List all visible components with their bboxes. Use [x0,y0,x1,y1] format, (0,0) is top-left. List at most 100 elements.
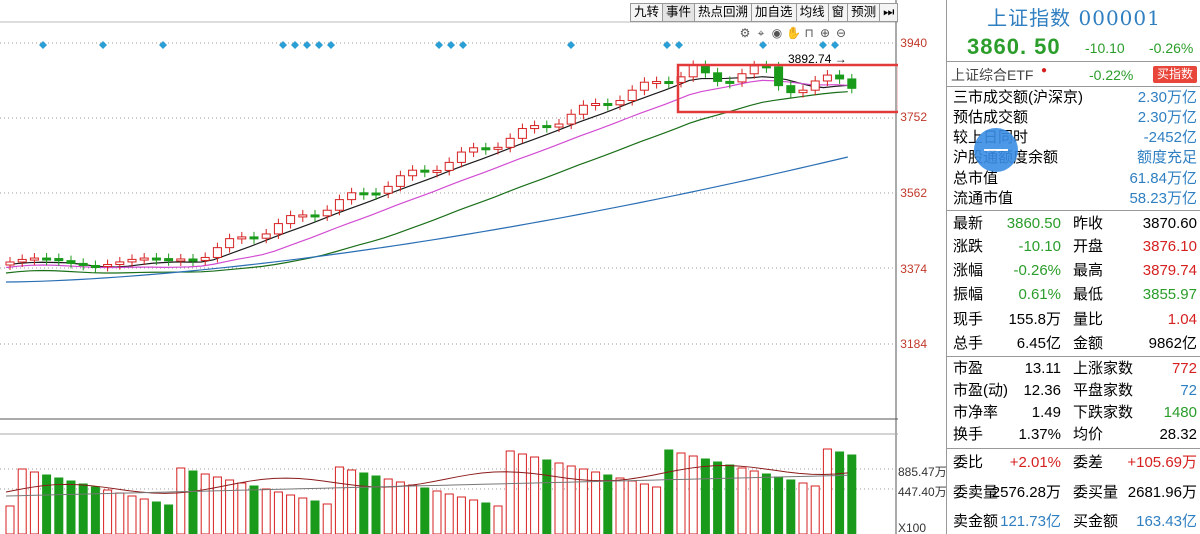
tab-moving-average[interactable]: 均线 [797,4,829,21]
tab-hotspot-review[interactable]: 热点回溯 [695,4,753,21]
candle-body [273,223,283,235]
volume-bar [103,489,113,534]
volume-bar [395,481,405,534]
ma20-line [5,91,848,274]
volume-bar [627,480,637,534]
volume-bar [334,466,344,534]
order-row: 卖金额 121.73亿 买金额 163.43亿 [947,511,1200,533]
kline-chart[interactable]: 3892.74 → [0,0,898,534]
volume-bar [261,488,271,534]
event-marker-icon [819,41,827,49]
volume-bar [225,479,235,534]
candle-body [822,74,832,82]
zoom-out-icon[interactable]: ⊖ [835,26,847,40]
market-value: 12.36 [1023,382,1061,399]
stat-value: 58.23万亿 [1129,190,1197,207]
skip-end-button[interactable]: ⏭ [883,5,895,19]
volume-axis-label: 447.40万 [898,485,947,499]
volume-bar [530,456,540,534]
candle-body [444,161,454,171]
volume-bar [90,486,100,534]
candle-body [554,123,564,128]
volume-bar [481,502,491,534]
ma10-line [5,79,848,269]
hand-icon[interactable]: ✋ [786,26,801,40]
tab-window[interactable]: 窗 [829,4,849,21]
volume-bar [249,485,259,534]
tab-events[interactable]: 事件 [663,4,696,21]
volume-bar [151,501,161,534]
stat-label: 三市成交额(沪深京) [953,89,1083,106]
add-watchlist-button[interactable]: 加自选 [752,4,797,21]
etf-row[interactable]: 上证综合ETF ● -0.22% 买指数 [947,64,1200,86]
candle-body [688,65,698,78]
event-marker-icon [567,41,575,49]
candle-body [310,214,320,218]
candle-body [835,74,845,80]
volume-bar [17,468,27,534]
tab-jiuzhuan[interactable]: 九转 [631,4,664,21]
gear-icon[interactable]: ⚙ [739,26,751,40]
floating-assistant-button[interactable] [974,128,1018,172]
index-price-row: 3860. 50 -10.10 -0.26% [947,32,1200,60]
volume-bar [408,484,418,534]
market-value: 772 [1171,360,1197,377]
quote-row: 涨跌 -10.10 开盘 3876.10 [947,236,1200,258]
candle-body [420,169,430,173]
stat-value: 61.84万亿 [1129,170,1197,187]
move-icon[interactable]: ⌖ [757,26,765,40]
volume-bar [822,448,832,534]
candle-body [66,260,76,264]
volume-bar [383,478,393,534]
candle-body [371,192,381,196]
lock-icon[interactable]: ⊓ [804,26,814,40]
candle-body [17,258,27,263]
quote-label: 涨跌 [953,238,984,255]
volume-bar [188,470,198,534]
quote-label: 量比 [1073,311,1104,328]
volume-bar [298,497,308,534]
candle-body [639,81,649,91]
event-marker-icon [99,41,107,49]
volume-bar [115,492,125,534]
market-row: 市盈 13.11 上涨家数 772 [947,358,1200,380]
volume-bar [78,483,88,534]
market-value: 28.32 [1159,426,1197,443]
volume-bar [688,455,698,534]
candle-body [627,89,637,102]
quote-row: 振幅 0.61% 最低 3855.97 [947,284,1200,306]
volume-bar [420,487,430,534]
quote-label: 总手 [953,335,984,352]
price-axis-label: 3752 [900,110,927,124]
candle-body [261,233,271,239]
volume-bar [371,475,381,534]
candle-body [139,257,149,261]
quote-label: 现手 [953,311,984,328]
event-marker-icon [447,41,455,49]
candle-body [347,192,357,201]
volume-bar [774,476,784,534]
candle-body [286,215,296,225]
volume-bar [664,449,674,534]
quote-label: 最低 [1073,286,1104,303]
volume-bar [42,474,52,534]
zoom-in-icon[interactable]: ⊕ [819,26,831,40]
candle-body [737,73,747,83]
candle-body [469,147,479,153]
kline-chart-area[interactable]: 3892.74 → 九转 事件 热点回溯 加自选 均线 窗 预测 ⏭ ⚙ ⌖ ◉… [0,0,899,534]
divider [947,86,1200,87]
stat-value: 2.30万亿 [1137,109,1197,126]
volume-bar [139,498,149,534]
max-price-label: 3892.74 → [788,52,847,66]
tab-forecast[interactable]: 预测 [848,4,881,21]
etf-pct: -0.22% [1089,67,1134,83]
buy-index-button[interactable]: 买指数 [1152,66,1197,83]
quote-label: 涨幅 [953,262,984,279]
market-label: 下跌家数 [1073,404,1134,421]
quote-label: 开盘 [1073,238,1104,255]
eye-icon[interactable]: ◉ [771,26,783,40]
volume-bar [286,494,296,534]
volume-bar [786,479,796,534]
ma60-line [5,156,848,283]
quote-value: 3855.97 [1142,286,1197,303]
